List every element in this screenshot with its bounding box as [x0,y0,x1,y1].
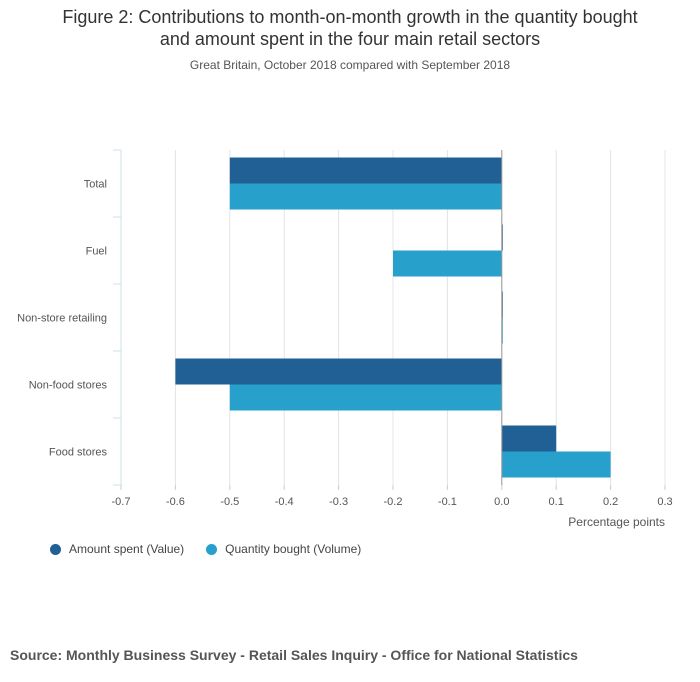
category-label: Food stores [49,447,108,459]
x-tick-label: -0.6 [166,496,185,508]
legend: Amount spent (Value) Quantity bought (Vo… [50,542,361,556]
legend-item-value[interactable]: Amount spent (Value) [50,542,184,556]
x-tick-label: -0.5 [220,496,239,508]
x-tick-label: -0.2 [384,496,403,508]
legend-item-volume[interactable]: Quantity bought (Volume) [206,542,361,556]
x-tick-label: 0.0 [494,496,509,508]
legend-marker-volume [206,543,218,555]
x-tick-label: -0.4 [275,496,294,508]
x-tick-label: -0.7 [112,496,131,508]
bar-volume-fuel [393,250,502,277]
source-note: Source: Monthly Business Survey - Retail… [10,647,578,663]
category-label: Fuel [86,246,107,258]
x-tick-label: -0.1 [438,496,457,508]
chart-subtitle: Great Britain, October 2018 compared wit… [189,58,511,72]
x-tick-label: 0.3 [657,496,672,508]
category-label: Non-food stores [29,380,108,392]
x-axis-title: Percentage points [568,515,665,529]
bar-volume-total [229,183,502,210]
chart-title: Figure 2: Contributions to month-on-mont… [0,6,700,50]
x-tick-label: 0.1 [549,496,564,508]
x-tick-label: -0.3 [329,496,348,508]
legend-label-value: Amount spent (Value) [69,542,185,556]
x-tick-label: 0.2 [603,496,618,508]
bar-value-non-food-stores [175,358,502,385]
chart-title-line-2: and amount spent in the four main retail… [159,29,541,49]
bar-volume-non-food-stores [229,384,502,411]
bar-value-total [229,157,502,184]
bar-value-food-stores [501,425,557,452]
legend-marker-value [50,543,61,555]
chart-title-line-1: Figure 2: Contributions to month-on-mont… [62,7,638,27]
category-label: Total [84,179,107,191]
legend-label-volume: Quantity bought (Volume) [225,542,362,556]
category-label: Non-store retailing [17,313,107,325]
bar-volume-food-stores [501,451,611,478]
